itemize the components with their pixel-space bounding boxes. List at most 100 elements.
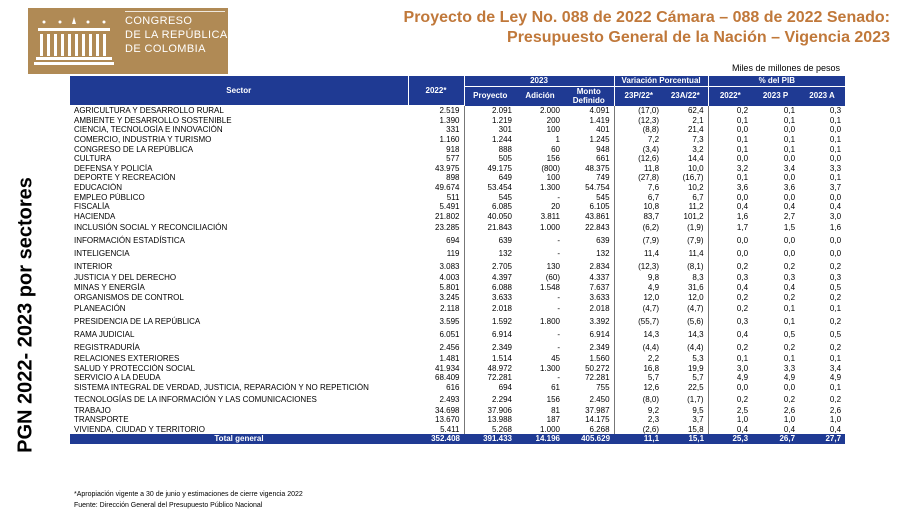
row-var-23p: 16,8 [643, 363, 660, 373]
row-sector: SISTEMA INTEGRAL DE VERDAD, JUSTICIA, RE… [74, 382, 369, 392]
table-row: TRANSPORTE 13.670 13.988 187 14.175 2,3 3,7 1,0… [70, 415, 845, 425]
logo-line-2: DE LA REPÚBLICA [125, 29, 228, 41]
row-adicion: 81 [551, 405, 560, 415]
row-pib-2023a: 0,0 [829, 154, 842, 164]
row-sector: FISCALÍA [74, 202, 110, 212]
row-var-23p: (7,9) [642, 236, 660, 246]
row-proyecto: 132 [498, 249, 512, 259]
table-row: INCLUSIÓN SOCIAL Y RECONCILIACIÓN 23.285 2… [70, 221, 845, 235]
row-pib-2023p: 0,1 [783, 317, 796, 327]
row-proyecto: 505 [498, 154, 512, 164]
row-sector: INFORMACIÓN ESTADÍSTICA [74, 236, 185, 246]
row-sector: REGISTRADURÍA [74, 343, 140, 353]
row-monto: 2.349 [564, 341, 615, 355]
row-monto: 72.281 [564, 373, 615, 383]
row-sector: AMBIENTE Y DESARROLLO SOSTENIBLE [74, 115, 232, 125]
row-sector: EMPLEO PÚBLICO [74, 192, 145, 202]
logo-divider [125, 11, 225, 12]
logo-name: CONGRESO DE LA REPÚBLICA DE COLOMBIA [125, 14, 228, 56]
row-monto: 661 [564, 154, 615, 164]
row-pib-2023p: 0,1 [783, 135, 796, 145]
total-pib-2023p: 26,7 [752, 434, 800, 444]
header-var-23a: 23A/22* [663, 86, 709, 106]
row-sector: TECNOLOGÍAS DE LA INFORMACIÓN Y LAS COMU… [74, 394, 317, 404]
row-2022: 616 [408, 382, 465, 393]
row-pib-2022: 1,6 [736, 211, 749, 221]
row-proyecto: 694 [498, 382, 512, 392]
table-row: HACIENDA 21.802 40.050 3.811 43.861 83,7 101,2… [70, 211, 845, 222]
row-var-23a: (7,9) [663, 234, 709, 248]
row-proyecto: 1.592 [491, 317, 512, 327]
row-var-23a: (4,7) [663, 302, 709, 316]
footnote-1: *Apropiación vigente a 30 de junio y est… [74, 491, 303, 498]
row-var-23p: (12,6) [638, 154, 660, 164]
row-var-23p: (8,0) [642, 394, 660, 404]
total-2022: 352.408 [408, 434, 464, 444]
row-var-23p: 10,8 [643, 202, 660, 212]
row-proyecto: 888 [498, 144, 512, 154]
row-var-23a: 22,5 [663, 382, 709, 393]
row-2022: 23.285 [408, 221, 465, 235]
row-pib-2023a: 0,5 [829, 283, 842, 292]
row-adicion: 61 [551, 382, 560, 392]
row-monto: 2.018 [564, 302, 615, 316]
row-pib-2023a: 0,0 [829, 249, 842, 259]
row-2022: 898 [408, 173, 465, 184]
row-var-23a: 8,3 [663, 273, 709, 283]
row-pib-2022: 0,2 [736, 292, 749, 302]
row-pib-2022: 0,4 [736, 283, 749, 292]
row-2022: 2.118 [408, 302, 465, 316]
row-pib-2023p: 1,0 [783, 415, 796, 425]
row-adicion: 1.000 [539, 424, 560, 434]
row-2022: 1.160 [408, 135, 465, 145]
row-proyecto: 2.091 [491, 106, 512, 116]
row-var-23p: (12,3) [638, 262, 660, 272]
row-var-23a: 10,0 [663, 163, 709, 174]
row-2022: 41.934 [408, 363, 465, 374]
row-monto: 3.633 [564, 292, 615, 303]
row-monto: 132 [564, 247, 615, 261]
footnotes: *Apropiación vigente a 30 de junio y est… [74, 489, 303, 511]
row-pib-2022: 0,4 [736, 202, 749, 212]
row-2022: 34.698 [408, 405, 465, 416]
row-pib-2023a: 0,5 [829, 330, 842, 340]
row-pib-2023p: 0,3 [783, 273, 796, 283]
row-pib-2023p: 4,9 [783, 373, 796, 383]
row-pib-2023a: 0,1 [829, 135, 842, 145]
row-pib-2023a: 0,2 [829, 394, 842, 404]
row-2022: 3.245 [408, 292, 465, 303]
row-sector: PLANEACIÓN [74, 304, 126, 314]
row-pib-2023p: 0,0 [783, 173, 796, 183]
row-monto: 7.637 [564, 283, 615, 293]
row-monto: 6.914 [564, 328, 615, 342]
row-sector: SALUD Y PROTECCIÓN SOCIAL [74, 363, 196, 373]
row-monto: 401 [564, 125, 615, 136]
row-pib-2022: 1,0 [736, 415, 749, 425]
row-proyecto: 53.454 [487, 183, 512, 193]
table-row: INFORMACIÓN ESTADÍSTICA 694 639-639 (7,9) (7… [70, 234, 845, 248]
row-proyecto: 49.175 [487, 163, 512, 173]
row-pib-2022: 0,2 [736, 262, 749, 272]
row-var-23a: (8,1) [663, 260, 709, 274]
row-adicion: - [557, 292, 560, 302]
row-pib-2023p: 0,1 [783, 106, 796, 116]
row-pib-2023a: 0,2 [829, 343, 842, 353]
total-monto: 405.629 [564, 434, 615, 444]
row-pib-2023p: 0,0 [783, 236, 796, 246]
row-pib-2023p: 0,0 [783, 382, 796, 392]
row-pib-2023p: 2,7 [783, 211, 796, 221]
row-pib-2023p: 0,5 [783, 330, 796, 340]
total-label: Total general [70, 434, 408, 444]
header-pib-2023a: 2023 A [799, 86, 846, 106]
row-pib-2023p: 0,1 [783, 304, 796, 314]
row-2022: 119 [408, 247, 465, 261]
row-var-23p: 14,3 [643, 330, 660, 340]
row-proyecto: 40.050 [487, 211, 512, 221]
row-var-23p: 7,6 [647, 183, 660, 193]
row-pib-2023a: 1,6 [829, 223, 842, 233]
row-var-23a: (4,4) [663, 341, 709, 355]
congreso-logo: CONGRESO DE LA REPÚBLICA DE COLOMBIA [28, 8, 228, 74]
row-var-23a: 6,7 [663, 192, 709, 203]
row-var-23a: 9,5 [663, 405, 709, 416]
row-pib-2022: 1,7 [736, 223, 749, 233]
